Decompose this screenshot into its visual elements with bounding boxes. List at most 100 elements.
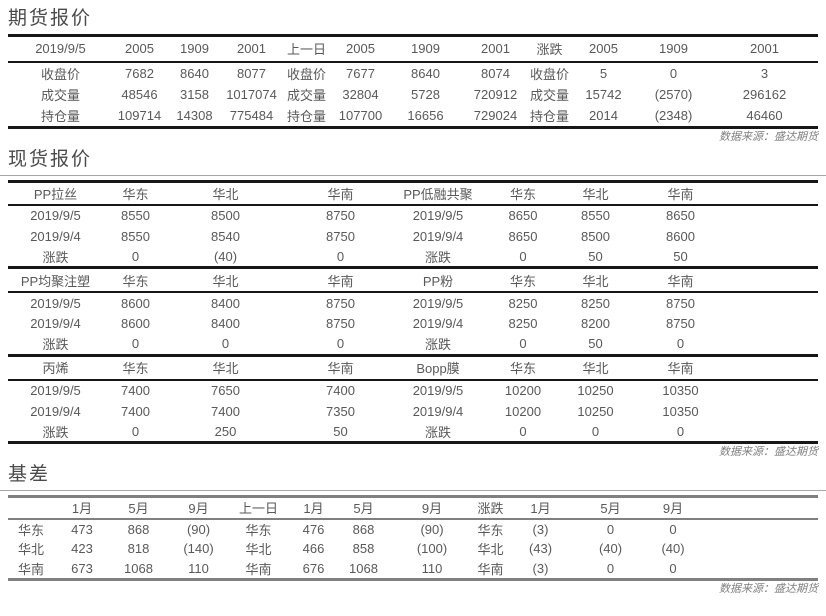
data-cell: 0 <box>591 423 600 439</box>
data-cell: 10250 <box>577 403 614 419</box>
data-cell: 16656 <box>407 108 444 124</box>
row-label-cell: 华北 <box>245 542 272 557</box>
header-cell: 1909 <box>388 35 463 63</box>
row-label-cell: 华南 <box>18 561 45 577</box>
data-cell: 7677 <box>346 65 375 81</box>
basis-row-north: 华北 423 818 (140) 华北 466 858 (100) 华北 (43… <box>8 539 818 559</box>
data-cell: 868 <box>127 521 150 537</box>
data-cell: 0 <box>669 560 677 576</box>
data-cell: 10350 <box>662 383 699 398</box>
spacer-cell <box>698 539 818 559</box>
data-cell: (43) <box>528 541 553 556</box>
data-cell: 7400 <box>326 383 355 398</box>
data-cell: 48546 <box>121 87 158 102</box>
spacer-cell <box>738 334 818 355</box>
data-cell: 673 <box>71 560 93 576</box>
data-cell: 7400 <box>211 403 240 419</box>
spacer-cell <box>738 205 818 226</box>
data-cell: 8500 <box>211 208 240 223</box>
header-cell: 2005 <box>113 35 166 63</box>
spot-row: 2019/9/4 8550 8540 8750 2019/9/4 8650 85… <box>8 226 818 247</box>
header-cell: 华北 <box>568 356 623 381</box>
data-cell: 8750 <box>666 295 695 311</box>
data-cell: 8550 <box>121 228 150 244</box>
row-label-cell: 2019/9/5 <box>30 208 81 223</box>
header-cell: 2005 <box>571 35 636 63</box>
header-cell: 华南 <box>623 356 738 381</box>
data-cell: (140) <box>183 541 214 556</box>
basis-section: 基差 1月 5月 9月 上一日 1月 5月 9月 涨跌 <box>0 461 826 598</box>
futures-section-title: 期货报价 <box>8 8 93 29</box>
data-cell: 2014 <box>589 108 618 124</box>
data-cell: 8600 <box>121 316 150 331</box>
data-cell: 10250 <box>577 383 614 398</box>
data-cell: (90) <box>186 521 211 537</box>
data-cell: 8750 <box>326 208 355 223</box>
header-cell: 9月 <box>391 496 473 520</box>
data-cell: 423 <box>71 541 93 556</box>
data-cell: 50 <box>333 423 348 439</box>
row-label-cell: 涨跌 <box>424 424 451 440</box>
row-label-cell: 涨跌 <box>42 249 69 265</box>
data-cell: 0 <box>221 336 230 352</box>
data-cell: 8400 <box>211 295 240 311</box>
header-cell: 9月 <box>171 496 226 520</box>
spot-table-bingxi: 丙烯 华东 华北 华南 Bopp膜 华东 华北 华南 2019/9/5 7400… <box>8 356 818 444</box>
futures-header-row: 2019/9/5 2005 1909 2001 上一日 2005 1909 20… <box>8 35 818 63</box>
spacer-cell <box>738 380 818 401</box>
header-cell: 5月 <box>106 496 171 520</box>
basis-row-south: 华南 673 1068 110 华南 676 1068 110 华南 (3) 0… <box>8 559 818 580</box>
data-cell: 0 <box>336 248 345 264</box>
spot-row-change: 涨跌 0 (40) 0 涨跌 0 50 50 <box>8 247 818 268</box>
data-cell: 7350 <box>326 403 355 419</box>
header-cell: 华南 <box>623 181 738 206</box>
data-cell: 466 <box>302 541 325 556</box>
spot-row: 2019/9/4 8600 8400 8750 2019/9/4 8250 82… <box>8 313 818 334</box>
data-cell: 8550 <box>121 208 150 223</box>
data-cell: 0 <box>606 521 615 537</box>
data-cell: 868 <box>352 521 375 537</box>
row-label-cell: 华东 <box>245 522 272 538</box>
data-cell: 10350 <box>662 403 699 419</box>
header-cell: 华南 <box>283 181 398 206</box>
data-cell: 0 <box>131 423 140 439</box>
header-cell: 华北 <box>168 356 283 381</box>
row-label-cell: 2019/9/5 <box>412 295 464 311</box>
data-cell: 110 <box>188 560 209 576</box>
spacer-cell <box>698 496 818 520</box>
data-cell: 10200 <box>504 403 542 419</box>
data-cell: 8600 <box>666 228 695 244</box>
row-label-cell: 涨跌 <box>42 424 69 440</box>
data-cell: 3158 <box>180 87 209 102</box>
spacer-cell <box>738 313 818 334</box>
basis-row-east: 华东 473 868 (90) 华东 476 868 (90) 华东 (3) 0… <box>8 519 818 539</box>
header-cell: 1月 <box>508 496 573 520</box>
futures-row-close: 收盘价 7682 8640 8077 收盘价 7677 8640 8074 收盘… <box>8 62 818 84</box>
data-cell: 8400 <box>211 316 240 331</box>
row-label-cell: 涨跌 <box>42 337 69 353</box>
spot-row: 2019/9/5 8550 8500 8750 2019/9/5 8650 85… <box>8 205 818 226</box>
row-label-cell: 2019/9/4 <box>30 316 81 331</box>
basis-table: 1月 5月 9月 上一日 1月 5月 9月 涨跌 1月 5月 9月 华东 <box>8 495 818 581</box>
data-cell: 0 <box>519 423 527 439</box>
data-cell: 109714 <box>117 108 162 124</box>
header-cell: 5月 <box>573 496 648 520</box>
data-cell: 0 <box>669 65 678 81</box>
row-label-cell: 涨跌 <box>424 249 451 265</box>
data-cell: 0 <box>519 248 527 264</box>
futures-row-openinterest: 持仓量 109714 14308 775484 持仓量 107700 16656… <box>8 106 818 128</box>
row-label-cell: 华北 <box>18 542 45 557</box>
data-cell: 3 <box>760 65 769 81</box>
data-cell: 8750 <box>666 316 695 331</box>
row-label-cell: 华北 <box>477 542 504 557</box>
row-label-cell: 收盘价 <box>286 66 326 82</box>
header-cell: 华南 <box>283 269 398 293</box>
data-cell: 46460 <box>746 108 783 124</box>
data-cell: (40) <box>213 248 238 264</box>
data-cell: (2570) <box>654 87 693 102</box>
header-cell: 华北 <box>168 181 283 206</box>
data-cell: 296162 <box>742 87 787 102</box>
data-cell: 0 <box>131 336 140 352</box>
spot-header-row: PP拉丝 华东 华北 华南 PP低融共聚 华东 华北 华南 <box>8 181 818 206</box>
data-cell: 50 <box>588 248 603 264</box>
